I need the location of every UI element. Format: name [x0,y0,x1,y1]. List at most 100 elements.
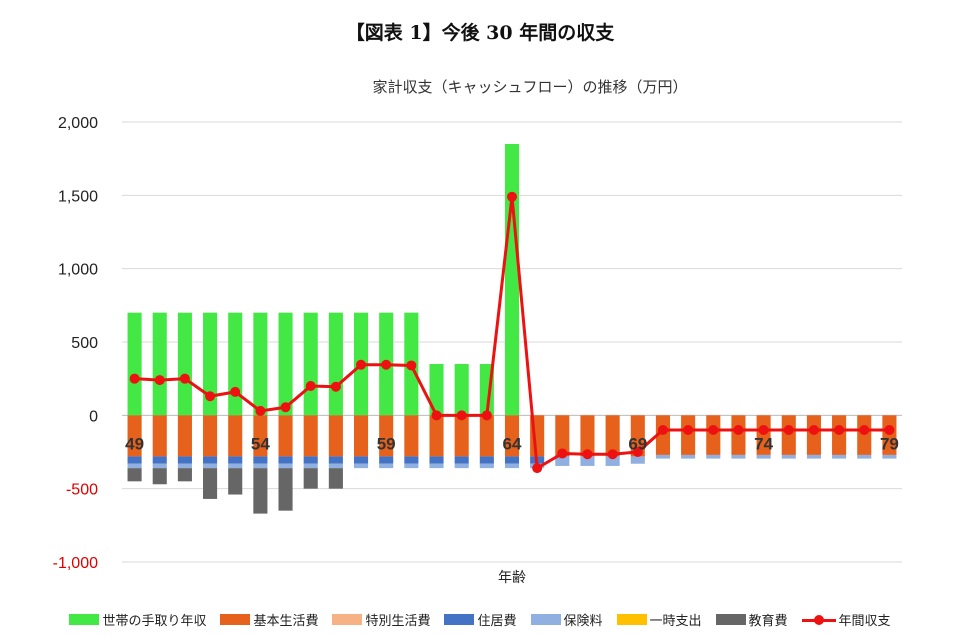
line-point [179,373,190,384]
bar-segment [152,463,167,469]
bar-segment [882,454,897,459]
bar-segment [278,468,293,511]
bar-segment [454,364,469,416]
bar-segment [857,415,872,455]
bar-segment [127,456,142,464]
bar-segment [228,463,243,469]
bar-segment [454,415,469,457]
legend-label: 住居費 [477,614,517,629]
line-point [481,410,492,421]
bar-segment [781,454,796,459]
legend-label: 特別生活費 [365,614,431,629]
bar-segment [756,415,771,455]
bar-segment [882,415,897,455]
bar-segment [655,415,671,455]
bar-segment [731,454,746,459]
bar-segment [504,144,520,416]
bar-segment [580,415,595,457]
bar-segment [278,312,293,416]
bar-segment [127,312,142,416]
line-point [758,425,769,435]
line-point [280,402,291,413]
line-point [657,425,668,435]
bar-segment [353,463,369,469]
legend-item: 教育費 [715,610,788,629]
legend-item: 特別生活費 [332,610,430,629]
bar-segment [706,454,721,459]
bar-segment [781,415,796,455]
legend-item: 保険料 [530,610,603,629]
bar-segment [203,415,218,457]
bar-segment [228,312,243,416]
bar-segment [454,463,469,469]
bar-segment [832,415,847,455]
bar-segment [655,454,671,459]
bar-segment [630,456,645,464]
bar-segment [504,415,520,457]
bar-segment [127,415,142,457]
bar-segment [681,454,696,459]
bar-segment [152,468,167,485]
bar-segment [479,456,494,464]
x-tick-label: 54 [251,434,270,453]
bar-segment [328,468,343,489]
bar-segment [203,312,218,416]
y-tick-label: -1,000 [53,555,98,572]
x-tick-label: 59 [377,434,396,453]
y-tick-label: 1,500 [58,188,98,205]
legend-label: 一時支出 [649,614,702,629]
legend-label: 年間収支 [838,614,891,629]
bar-segment [152,415,167,457]
y-tick-label: 0 [89,408,98,425]
bar-segment [177,468,192,482]
bar-segment [404,456,419,464]
y-tick-label: 2,000 [58,115,98,132]
stacked-bars [127,144,897,514]
bar-segment [303,312,318,416]
bar-segment [177,312,192,416]
bar-segment [127,463,142,469]
bar-segment [353,456,369,464]
line-point [330,381,341,392]
legend-swatch [69,614,100,625]
bar-segment [605,456,620,466]
line-point [733,425,744,435]
figure-title: 【図表 1】今後 30 年間の収支 [345,22,615,44]
bar-segment [706,415,721,455]
legend-item: 住居費 [444,610,517,629]
legend-label: 教育費 [748,614,788,629]
bar-segment [303,415,318,457]
bar-segment [278,456,293,464]
line-point [431,410,442,421]
chart-title: 家計収支（キャッシュフロー）の推移（万円） [372,78,688,96]
bar-segment [404,415,419,457]
x-tick-label: 64 [503,434,522,453]
bar-segment [228,456,243,464]
legend-swatch [220,614,251,625]
bar-segment [228,468,243,495]
bar-segment [203,456,218,464]
bar-segment [630,415,645,457]
bar-segment [580,456,595,466]
bar-segment [429,364,444,416]
line-point [456,410,467,421]
bar-segment [328,463,343,469]
bar-segment [253,468,268,514]
bar-segment [303,468,318,489]
legend-swatch [616,614,647,625]
bar-segment [253,415,268,457]
x-tick-label: 69 [628,434,647,453]
line-point [305,381,316,391]
line-point [507,191,517,202]
line-point [859,425,870,435]
line-point [205,391,216,402]
legend-item: 一時支出 [616,610,702,629]
bar-segment [278,463,293,469]
bar-segment [278,415,293,457]
bar-segment [328,456,343,464]
bar-segment [152,456,167,464]
x-tick-label: 79 [880,434,899,453]
line-point [532,463,543,474]
bar-segment [429,463,444,469]
